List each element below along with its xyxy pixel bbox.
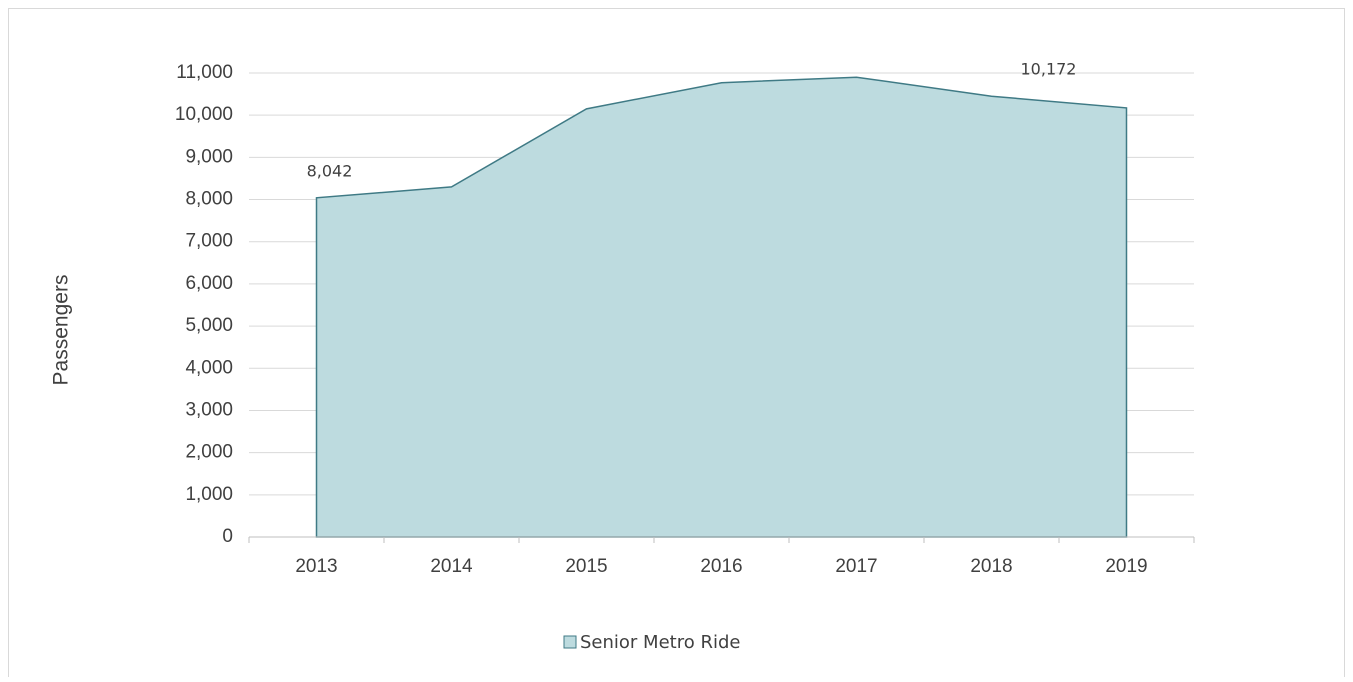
x-tick-label: 2017: [835, 556, 877, 577]
y-axis-title: Passengers: [50, 275, 73, 386]
x-tick-label: 2014: [430, 556, 473, 577]
x-tick-label: 2013: [295, 556, 337, 577]
legend-swatch: [563, 635, 577, 649]
y-tick-label: 5,000: [185, 315, 233, 336]
y-tick-label: 1,000: [185, 484, 233, 505]
legend-label: Senior Metro Ride: [580, 632, 740, 653]
y-tick-label: 8,000: [185, 189, 233, 210]
y-tick-label: 7,000: [185, 231, 233, 252]
y-tick-label: 10,000: [175, 104, 233, 125]
x-tick-label: 2015: [565, 556, 607, 577]
y-tick-label: 2,000: [185, 442, 233, 463]
x-tick-label: 2016: [700, 556, 742, 577]
y-tick-label: 11,000: [176, 62, 233, 83]
y-tick-label: 3,000: [185, 399, 233, 420]
x-tick-label: 2018: [970, 556, 1012, 577]
area: [315, 76, 1128, 538]
x-tick-label: 2019: [1105, 556, 1147, 577]
y-tick-label: 6,000: [185, 273, 233, 294]
y-tick-label: 0: [222, 526, 233, 547]
data-label: 10,172: [1021, 60, 1077, 79]
data-label: 8,042: [307, 161, 353, 180]
y-tick-label: 4,000: [185, 357, 233, 378]
y-tick-label: 9,000: [185, 146, 233, 167]
